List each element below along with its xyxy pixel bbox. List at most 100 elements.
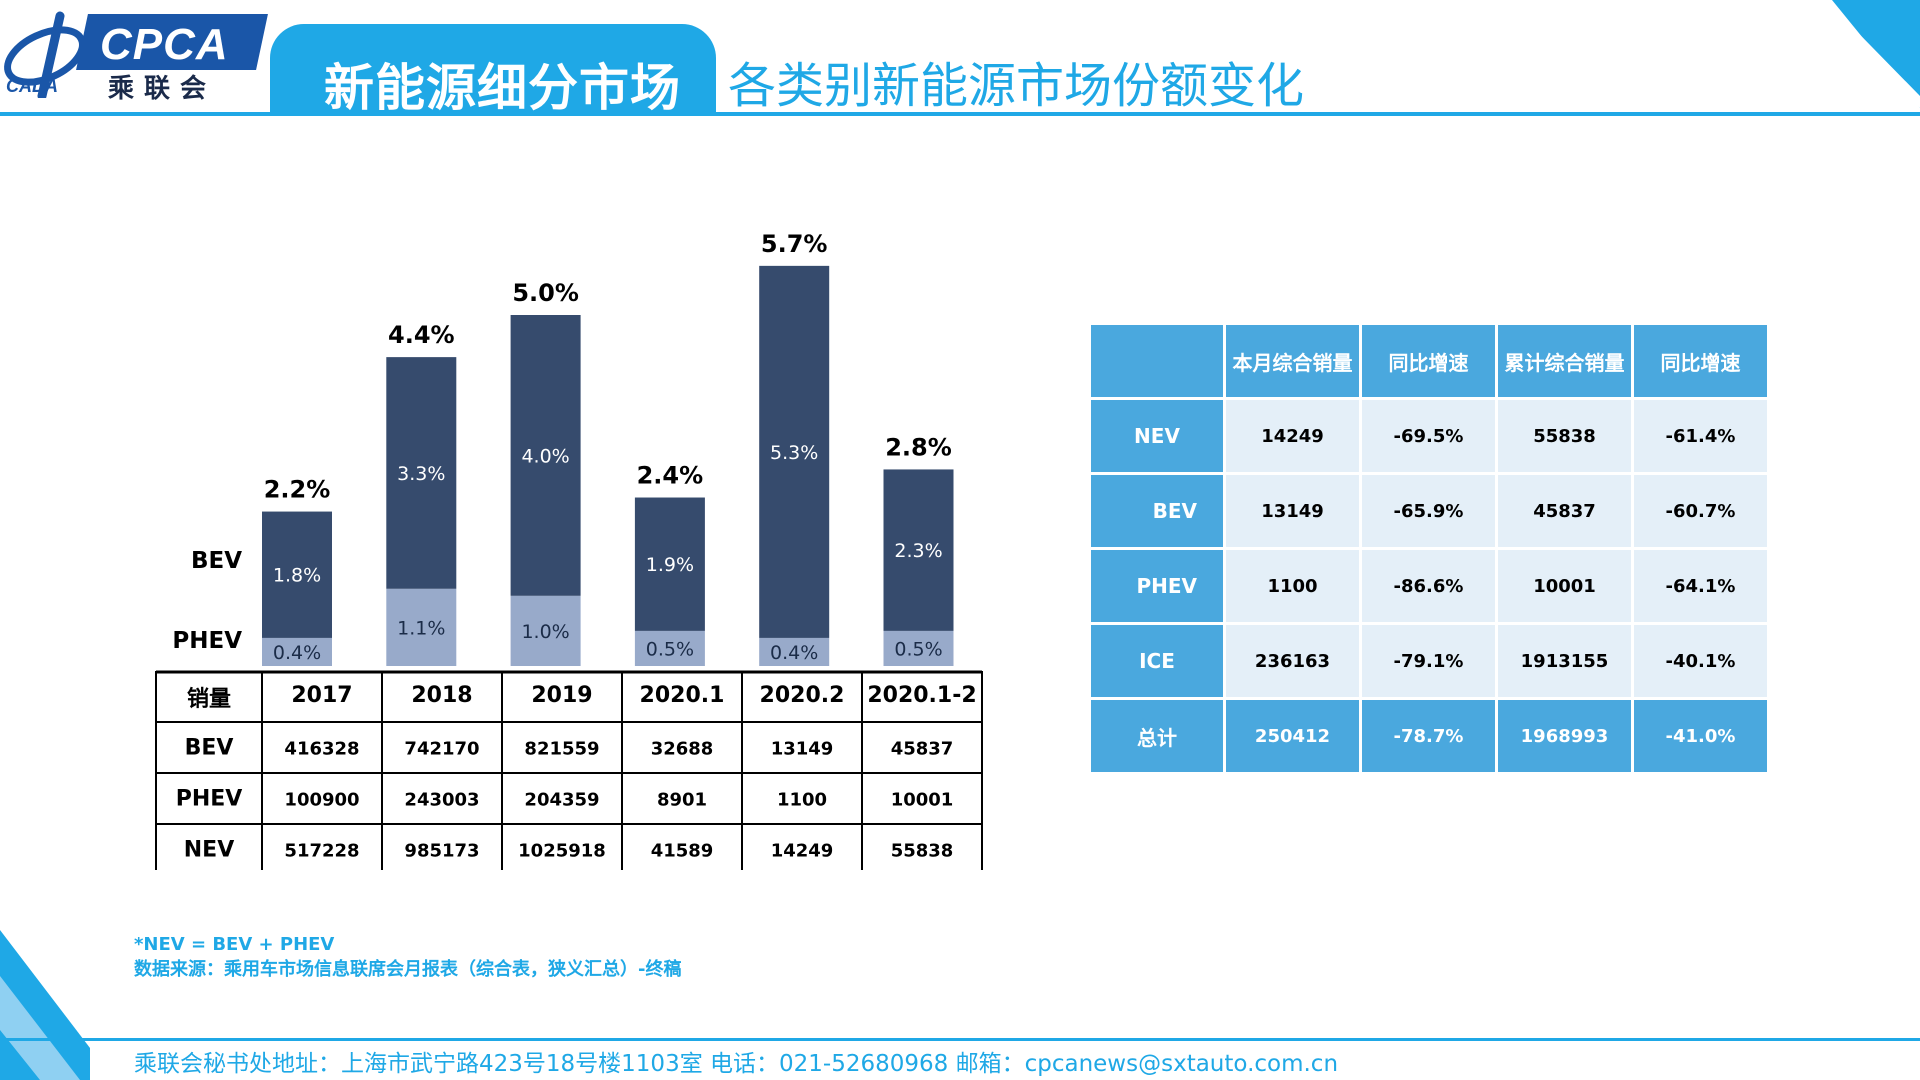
stats-cell: 45837 [1498, 475, 1631, 547]
stats-row-label: PHEV [1091, 550, 1223, 622]
phev-bar [510, 595, 581, 666]
phev-bar [386, 588, 457, 666]
data-table-cell: 204359 [524, 790, 599, 811]
bev-data-label: 5.3% [770, 442, 818, 464]
total-share-label: 5.7% [761, 230, 828, 258]
logo-text: CPCA [100, 20, 229, 69]
data-table-cell: 1100 [777, 790, 827, 811]
data-table-row-label: NEV [184, 838, 234, 863]
stats-cell: 250412 [1226, 700, 1359, 772]
phev-data-label: 1.0% [521, 621, 569, 643]
stats-row-label: 总计 [1091, 700, 1223, 772]
stats-cell: -79.1% [1362, 625, 1495, 697]
category-tick-label: 2017 [291, 683, 352, 708]
data-table-cell: 32688 [651, 739, 714, 760]
data-table-cell: 45837 [891, 739, 954, 760]
phev-bar [883, 630, 954, 666]
stats-cell: -64.1% [1634, 550, 1767, 622]
sales-stats-table: 本月综合销量 同比增速 累计综合销量 同比增速 NEV 14249 -69.5%… [1088, 322, 1770, 775]
total-share-label: 2.2% [264, 476, 331, 504]
bev-bar [262, 511, 332, 638]
logo-subtext: CADA [6, 76, 58, 96]
cpca-logo: CPCA 乘联会 CADA [0, 0, 270, 110]
stats-cell: -61.4% [1634, 400, 1767, 472]
phev-data-label: 0.4% [273, 642, 321, 664]
phev-data-label: 0.5% [646, 638, 694, 660]
header-divider [0, 112, 1920, 116]
stats-header-ytd-yoy: 同比增速 [1634, 325, 1767, 397]
data-table-cell: 1025918 [518, 841, 606, 862]
stats-row-label: BEV [1091, 475, 1223, 547]
stats-row-ice: ICE 236163 -79.1% 1913155 -40.1% [1091, 625, 1767, 697]
category-tick-label: 2019 [531, 683, 592, 708]
corner-decoration-top-right [1810, 0, 1920, 108]
data-table-cell: 41589 [651, 841, 714, 862]
stats-header-ytd-sales: 累计综合销量 [1498, 325, 1631, 397]
data-table-cell: 742170 [404, 739, 479, 760]
stats-cell: -40.1% [1634, 625, 1767, 697]
bev-data-label: 4.0% [521, 445, 569, 467]
category-tick-label: 2020.2 [760, 683, 845, 708]
share-bar-chart: 0.4% 1.8% 2.2% 1.1% 3.3% 4.4% 1.0% 4.0% 5.0% 0.5%… [155, 230, 983, 870]
legend-phev: PHEV [172, 628, 242, 654]
stats-cell: -65.9% [1362, 475, 1495, 547]
legend-bev: BEV [191, 548, 242, 574]
bev-data-label: 1.9% [646, 554, 694, 576]
bev-data-label: 1.8% [273, 565, 321, 587]
data-table-cell: 13149 [771, 739, 834, 760]
data-table-row-label: PHEV [176, 787, 243, 812]
total-share-label: 2.4% [637, 462, 704, 490]
footer-contact: 乘联会秘书处地址：上海市武宁路423号18号楼1103室 电话：021-5268… [134, 1051, 1339, 1077]
bev-bar [883, 469, 954, 631]
logo-chinese-name: 乘联会 [108, 74, 217, 104]
stats-row-total: 总计 250412 -78.7% 1968993 -41.0% [1091, 700, 1767, 772]
stats-cell: 55838 [1498, 400, 1631, 472]
phev-bar [759, 637, 830, 666]
phev-bar [262, 637, 332, 666]
data-table-cell: 55838 [891, 841, 954, 862]
stats-row-nev: NEV 14249 -69.5% 55838 -61.4% [1091, 400, 1767, 472]
data-table-cell: 243003 [404, 790, 479, 811]
data-table-cell: 416328 [284, 739, 359, 760]
bev-bar [634, 497, 705, 631]
logo-swirl-icon [4, 11, 86, 98]
data-source-note: 数据来源：乘用车市场信息联席会月报表（综合表，狭义汇总）-终稿 [134, 959, 682, 980]
stats-header-month-sales: 本月综合销量 [1226, 325, 1359, 397]
stats-row-label: ICE [1091, 625, 1223, 697]
phev-data-label: 1.1% [397, 617, 445, 639]
data-table-row-label: BEV [185, 736, 234, 761]
section-tab: 新能源细分市场 [270, 24, 716, 117]
section-tab-label: 新能源细分市场 [324, 59, 681, 117]
stats-header-row: 本月综合销量 同比增速 累计综合销量 同比增速 [1091, 325, 1767, 397]
chart-notes: *NEV = BEV + PHEV 数据来源：乘用车市场信息联席会月报表（综合表… [134, 932, 681, 982]
data-table-cell: 8901 [657, 790, 707, 811]
stats-cell: -78.7% [1362, 700, 1495, 772]
stats-cell: 1913155 [1498, 625, 1631, 697]
data-table-cell: 14249 [771, 841, 834, 862]
data-table-cell: 821559 [524, 739, 599, 760]
nev-definition-note: *NEV = BEV + PHEV [134, 934, 335, 955]
stats-cell: 13149 [1226, 475, 1359, 547]
stats-cell: 14249 [1226, 400, 1359, 472]
phev-bar [634, 630, 705, 666]
stats-cell: -86.6% [1362, 550, 1495, 622]
bev-bar [510, 315, 581, 596]
stats-cell: -60.7% [1634, 475, 1767, 547]
phev-data-label: 0.4% [770, 642, 818, 664]
bev-data-label: 2.3% [894, 540, 942, 562]
stats-cell: 236163 [1226, 625, 1359, 697]
stats-cell: 1100 [1226, 550, 1359, 622]
data-table-cell: 985173 [404, 841, 479, 862]
total-share-label: 4.4% [388, 321, 455, 349]
bev-bar [759, 265, 830, 638]
phev-data-label: 0.5% [894, 638, 942, 660]
stats-row-bev: BEV 13149 -65.9% 45837 -60.7% [1091, 475, 1767, 547]
stats-header-month-yoy: 同比增速 [1362, 325, 1495, 397]
stats-cell: 1968993 [1498, 700, 1631, 772]
stats-cell: 10001 [1498, 550, 1631, 622]
footer-divider [0, 1038, 1920, 1041]
data-table-corner: 销量 [187, 687, 231, 712]
stats-cell: -69.5% [1362, 400, 1495, 472]
page-title: 各类别新能源市场份额变化 [728, 58, 1305, 114]
stats-corner [1091, 325, 1223, 397]
